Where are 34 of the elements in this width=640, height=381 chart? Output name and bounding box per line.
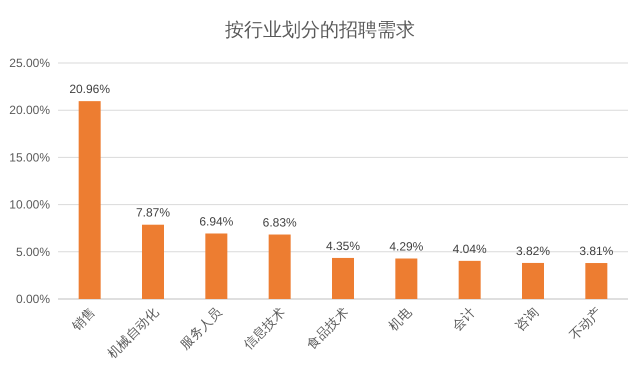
x-tick-label: 信息技术: [240, 304, 288, 352]
y-tick-label: 20.00%: [9, 103, 50, 118]
bar: [205, 233, 228, 299]
y-tick-label: 25.00%: [9, 56, 50, 70]
bar: [332, 258, 354, 299]
bar: [458, 260, 481, 299]
y-tick-label: 10.00%: [9, 198, 50, 212]
bar: [142, 224, 164, 299]
y-tick-label: 15.00%: [9, 150, 50, 164]
bar: [395, 258, 418, 299]
bar: [585, 263, 608, 299]
x-tick-label: 咨询: [512, 304, 542, 334]
y-tick-label: 5.00%: [16, 244, 50, 259]
y-tick-label: 0.00%: [16, 292, 50, 306]
data-label: 20.96%: [69, 82, 110, 96]
data-label: 3.81%: [579, 244, 614, 258]
x-tick-label: 机械自动化: [104, 304, 162, 362]
bar: [78, 101, 101, 299]
x-tick-label: 服务人员: [177, 304, 224, 352]
x-tick-label: 销售: [68, 304, 98, 334]
data-label: 4.35%: [326, 238, 360, 253]
x-tick-label: 会计: [448, 304, 478, 334]
x-tick-label: 机电: [385, 304, 414, 334]
data-label: 6.94%: [199, 214, 234, 228]
data-label: 4.29%: [389, 240, 424, 254]
bar: [522, 262, 544, 299]
data-label: 3.82%: [516, 244, 550, 258]
data-label: 4.04%: [452, 242, 488, 256]
chart-title: 按行业划分的招聘需求: [225, 20, 415, 41]
x-tick-label: 食品技术: [304, 304, 352, 352]
data-label: 6.83%: [262, 216, 298, 230]
bar: [268, 234, 291, 299]
x-tick-label: 不动产: [566, 304, 604, 343]
data-label: 7.87%: [136, 206, 170, 220]
